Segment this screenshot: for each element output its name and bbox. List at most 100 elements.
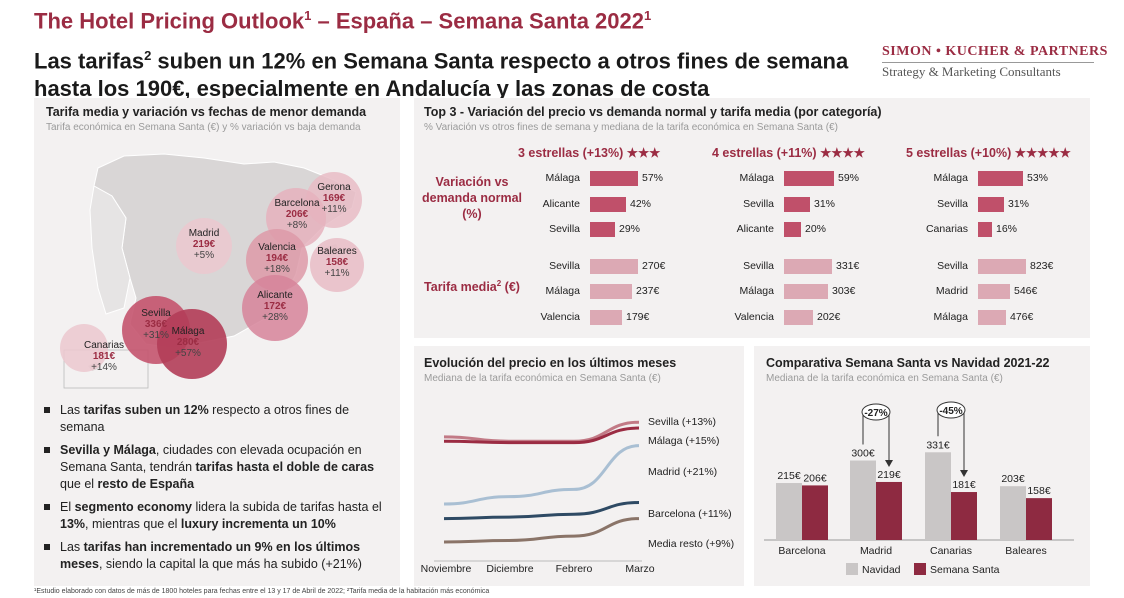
bar-city-label: Madrid (935, 285, 968, 297)
bar-value-label: 53% (1027, 172, 1049, 184)
bar-value-label: 29% (619, 223, 641, 235)
finding-text-segment: , mientras que el (85, 517, 181, 531)
bar-value-label: 203€ (1001, 473, 1025, 485)
bar-mark (876, 481, 902, 540)
series-label: Madrid (+21%) (648, 466, 717, 478)
map-panel-title: Tarifa media y variación vs fechas de me… (46, 105, 367, 119)
bubble-madrid (176, 218, 232, 274)
series-label: Barcelona (+11%) (648, 508, 732, 520)
bubble-alicante (242, 275, 308, 341)
bar-value-label: 202€ (817, 311, 841, 323)
series-label: Málaga (+15%) (648, 435, 720, 447)
bubble-layer (60, 172, 364, 379)
bar-city-label: Sevilla (743, 198, 774, 210)
star-rating-icon: ★★★★ (820, 146, 865, 160)
comparison-panel (754, 346, 1090, 586)
finding-text-segment: lidera la subida de tarifas hasta el (191, 500, 382, 514)
x-tick-label: Febrero (556, 563, 593, 575)
finding-text-segment: , ciudades con elevada ocupación en Sema… (60, 443, 362, 474)
bar-mark (784, 259, 832, 274)
annotation-badge (936, 401, 966, 419)
bar-city-label: Alicante (542, 198, 580, 210)
comparison-title: Comparativa Semana Santa vs Navidad 2021… (766, 356, 1050, 370)
bar-value-label: 31% (1008, 198, 1030, 210)
bar-mark (784, 284, 828, 299)
x-tick-label: Canarias (930, 545, 972, 557)
bar-value-label: 59% (838, 172, 860, 184)
finding-text-segment: tarifas hasta el doble de caras (195, 460, 375, 474)
bubble-baleares (310, 238, 364, 292)
bar-city-label: Málaga (545, 285, 580, 297)
bar-mark (590, 310, 622, 325)
bar-city-label: Valencia (540, 311, 581, 323)
series-label: Media resto (+9%) (648, 538, 734, 550)
arrow-head-icon (885, 459, 893, 467)
finding-text-segment: que el (60, 477, 98, 491)
bar-value-label: 158€ (1027, 485, 1051, 497)
city-label-valencia: Valencia 194€ +18% (258, 242, 296, 275)
logo-divider (882, 62, 1094, 63)
category-header: 5 estrellas (+10%) ★★★★★ (906, 146, 1071, 160)
bar-mark (802, 485, 828, 540)
finding-item: Las tarifas suben un 12% respecto a otro… (44, 402, 384, 436)
bar-value-label: 206€ (803, 472, 827, 484)
legend-swatch-navidad (846, 563, 858, 575)
comparison-subtitle: Mediana de la tarifa económica en Semana… (766, 373, 1003, 384)
city-label-madrid: Madrid 219€ +5% (188, 228, 220, 261)
city-label-canarias: Canarias 181€ +14% (83, 340, 125, 373)
category-header: 3 estrellas (+13%) ★★★ (518, 146, 661, 160)
map-panel-subtitle: Tarifa económica en Semana Santa (€) y %… (46, 122, 361, 133)
x-tick-label: Noviembre (421, 563, 472, 575)
evolution-title: Evolución del precio en los últimos mese… (424, 356, 677, 370)
bar-mark (1026, 498, 1052, 540)
finding-text-segment: luxury incrementa un 10% (180, 517, 336, 531)
bar-mark (784, 197, 810, 212)
bar-city-label: Alicante (736, 223, 774, 235)
page-title: The Hotel Pricing Outlook1 – España – Se… (34, 8, 652, 34)
finding-text-segment: Sevilla y Málaga (60, 443, 156, 457)
annotation-label: -27% (864, 408, 887, 419)
bar-mark (978, 171, 1023, 186)
bar-value-label: 237€ (636, 285, 660, 297)
metric-rate-label: Tarifa media2 (€) (424, 279, 520, 295)
bar-value-label: 219€ (877, 469, 901, 481)
bar-value-label: 300€ (851, 448, 875, 460)
bar-city-label: Valencia (734, 311, 775, 323)
bar-mark (978, 259, 1026, 274)
bar-value-label: 16% (996, 223, 1018, 235)
bar-mark (978, 310, 1006, 325)
portugal-shape (89, 185, 131, 315)
bar-value-label: 181€ (952, 479, 976, 491)
annotation-label: -45% (939, 406, 962, 417)
finding-text-segment: tarifas han incrementado un 9% en los úl… (60, 540, 361, 571)
bubble-malaga (157, 309, 227, 379)
bar-city-label: Málaga (933, 311, 968, 323)
city-label-sevilla: Sevilla 336€ +31% (141, 308, 171, 341)
bar-city-label: Málaga (739, 172, 774, 184)
comparison-bar-chart: 215€ 206€ Barcelona 300€219€ Madrid 331€ 181€ C… (764, 401, 1074, 576)
x-tick-label: Barcelona (778, 545, 825, 557)
top3-title: Top 3 - Variación del precio vs demanda … (424, 105, 882, 119)
evolution-subtitle: Mediana de la tarifa económica en Semana… (424, 373, 661, 384)
bar-mark (850, 460, 876, 540)
bar-city-label: Málaga (739, 285, 774, 297)
x-tick-label: Diciembre (486, 563, 533, 575)
finding-item: El segmento economy lidera la subida de … (44, 499, 384, 533)
bubble-valencia (246, 229, 308, 291)
bar-mark (784, 310, 813, 325)
bar-value-label: 331€ (836, 260, 860, 272)
finding-text-segment: Las (60, 403, 84, 417)
city-label-barcelona: Barcelona 206€ +8% (274, 198, 320, 231)
arrow-head-icon (960, 470, 968, 478)
bar-value-label: 823€ (1030, 260, 1054, 272)
evolution-line-chart: Sevilla (+13%) Málaga (+15%) Madrid (+21%)… (421, 416, 734, 575)
bar-mark (776, 483, 802, 540)
bar-city-label: Sevilla (549, 223, 580, 235)
bubble-canarias (60, 324, 108, 372)
bar-value-label: 42% (630, 198, 652, 210)
bar-mark (590, 222, 615, 237)
bar-city-label: Sevilla (743, 260, 774, 272)
bar-value-label: 270€ (642, 260, 666, 272)
x-tick-label: Marzo (625, 563, 654, 575)
bar-value-label: 476€ (1010, 311, 1034, 323)
